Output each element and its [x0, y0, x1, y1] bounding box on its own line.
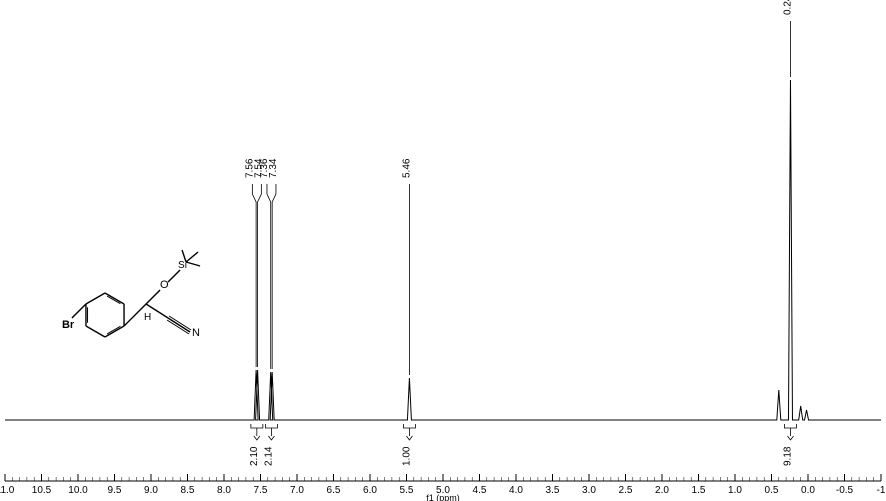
x-tick-label: 9.5 [108, 485, 122, 496]
x-tick-label: 9.0 [144, 485, 158, 496]
x-tick-label: 4.5 [473, 485, 487, 496]
x-axis-title: f1 (ppm) [426, 493, 460, 501]
x-tick-label: 6.5 [327, 485, 341, 496]
x-tick-label: 1.5 [692, 485, 706, 496]
integral-mark [251, 424, 263, 428]
x-tick-label: 0.5 [765, 485, 779, 496]
x-tick-label: 10.0 [68, 485, 88, 496]
peak-label-connector [258, 184, 262, 367]
integral-mark [403, 424, 415, 428]
peak-label-connector [272, 184, 276, 369]
x-tick-label: 3.5 [546, 485, 560, 496]
peak-label: 0.24 [782, 0, 793, 15]
svg-text:Br: Br [62, 319, 75, 331]
integral-label: 2.10 [249, 446, 260, 466]
structure-diagram: BrHOSiN [62, 250, 200, 339]
x-tick-label: 1.0 [728, 485, 742, 496]
integral-label: 2.14 [263, 446, 274, 466]
nmr-spectrum: 7.567.547.367.345.460.242.102.141.009.18… [0, 0, 886, 501]
x-tick-label: 3.0 [582, 485, 596, 496]
integral-label: 1.00 [401, 446, 412, 466]
x-tick-label: 6.0 [363, 485, 377, 496]
x-tick-label: 8.5 [181, 485, 195, 496]
x-tick-label: 7.0 [290, 485, 304, 496]
x-tick-label: 8.0 [217, 485, 231, 496]
x-tick-label: 10.5 [32, 485, 52, 496]
peak-label-connector [267, 184, 271, 369]
x-tick-label: 2.0 [655, 485, 669, 496]
peak-label-connector [252, 184, 256, 367]
x-tick-label: 2.5 [619, 485, 633, 496]
svg-text:O: O [160, 279, 169, 291]
x-tick-label: 4.0 [509, 485, 523, 496]
x-tick-label: -0.5 [836, 485, 854, 496]
x-tick-label: 5.5 [400, 485, 414, 496]
x-tick-label: 7.5 [254, 485, 268, 496]
peak-label: 5.46 [401, 158, 412, 178]
svg-text:N: N [192, 327, 200, 339]
spectrum-trace [5, 80, 881, 420]
x-tick-label: 0.0 [801, 485, 815, 496]
integral-mark [784, 424, 796, 428]
x-tick-label: 11.0 [0, 485, 15, 496]
integral-label: 9.18 [782, 446, 793, 466]
svg-text:H: H [144, 312, 151, 323]
integral-mark [265, 424, 277, 428]
x-tick-label: -1 [877, 485, 886, 496]
peak-label: 7.34 [268, 158, 279, 178]
